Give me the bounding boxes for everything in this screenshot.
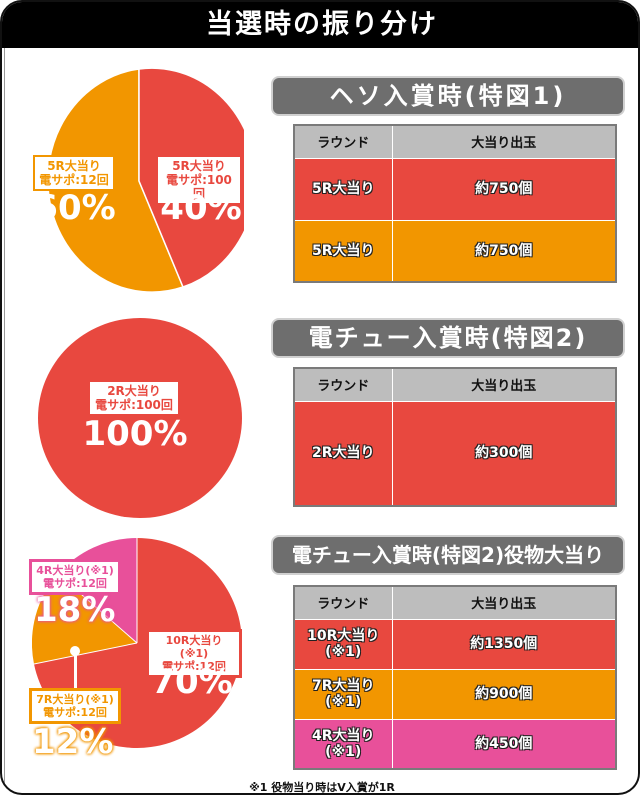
pie-chart-denchu — [38, 318, 242, 518]
pie-pct-12: 12% — [32, 722, 114, 762]
column-header-round: ラウンド — [294, 368, 393, 401]
section-header-heso: ヘソ入賞時(特図1) — [273, 78, 623, 114]
round-cell: 10R大当り (※1) — [294, 618, 393, 669]
pie-label-2r-100: 2R大当り 電サポ:100回 — [90, 382, 178, 414]
footnote: ※1 役物当り時はV入賞が1R — [249, 781, 395, 794]
payout-table-heso: ラウンド 大当り出玉 5R大当り 約750個 5R大当り 約750個 — [293, 124, 617, 283]
payout-cell: 約1350個 — [392, 618, 617, 669]
table-row: 5R大当り 約750個 — [294, 157, 617, 220]
payout-cell: 約300個 — [392, 400, 617, 506]
pie-pct-18: 18% — [34, 590, 116, 630]
round-label: 7R大当り — [311, 678, 375, 694]
payout-table-yakumono: ラウンド 大当り出玉 10R大当り (※1) 約1350個 7R大当り (※1)… — [293, 585, 617, 770]
round-note: (※1) — [325, 694, 362, 710]
round-note: (※1) — [325, 743, 362, 760]
table-row: 5R大当り 約750個 — [294, 219, 617, 282]
pie-label-5r-100: 5R大当り 電サポ:100回 — [156, 155, 242, 205]
pie-label-5r-12: 5R大当り 電サポ:12回 — [33, 155, 115, 191]
pie-label-10r: 10R大当り(※1) 電サポ:12回 — [146, 629, 242, 678]
column-header-payout: 大当り出玉 — [392, 368, 617, 401]
column-header-round: ラウンド — [294, 586, 393, 619]
column-header-payout: 大当り出玉 — [392, 586, 617, 619]
payout-cell: 約900個 — [392, 668, 617, 719]
pie-pct-70: 70% — [151, 662, 233, 702]
payout-cell: 約750個 — [392, 219, 617, 282]
round-label: 4R大当り — [311, 727, 375, 744]
pie-label-7r: 7R大当り(※1) 電サポ:12回 — [29, 688, 121, 724]
payout-cell: 約750個 — [392, 157, 617, 220]
page-title: 当選時の振り分け — [2, 2, 638, 48]
table-row: 7R大当り (※1) 約900個 — [294, 668, 617, 719]
round-cell: 5R大当り — [294, 157, 393, 220]
pie-label-4r: 4R大当り(※1) 電サポ:12回 — [29, 559, 121, 595]
section-header-yakumono: 電チュー入賞時(特図2)役物大当り — [273, 537, 623, 573]
table-row: 4R大当り (※1) 約450個 — [294, 718, 617, 769]
round-cell: 5R大当り — [294, 219, 393, 282]
payout-table-denchu: ラウンド 大当り出玉 2R大当り 約300個 — [293, 367, 617, 507]
column-header-payout: 大当り出玉 — [392, 125, 617, 158]
round-label: 10R大当り — [307, 628, 380, 644]
table-row: 10R大当り (※1) 約1350個 — [294, 618, 617, 669]
payout-cell: 約450個 — [392, 718, 617, 769]
table-row: 2R大当り 約300個 — [294, 400, 617, 506]
leader-dot-7r — [70, 646, 80, 656]
pie-chart-heso — [34, 66, 244, 296]
pie-pct-60: 60% — [34, 188, 116, 228]
round-note: (※1) — [325, 644, 362, 660]
pie-pct-40: 40% — [160, 188, 242, 228]
content-area — [4, 48, 638, 793]
round-cell: 7R大当り (※1) — [294, 668, 393, 719]
section-header-denchu: 電チュー入賞時(特図2) — [273, 320, 623, 356]
column-header-round: ラウンド — [294, 125, 393, 158]
round-cell: 2R大当り — [294, 400, 393, 506]
leader-line-7r — [74, 650, 77, 688]
round-cell: 4R大当り (※1) — [294, 718, 393, 769]
pie-pct-100: 100% — [82, 414, 188, 454]
